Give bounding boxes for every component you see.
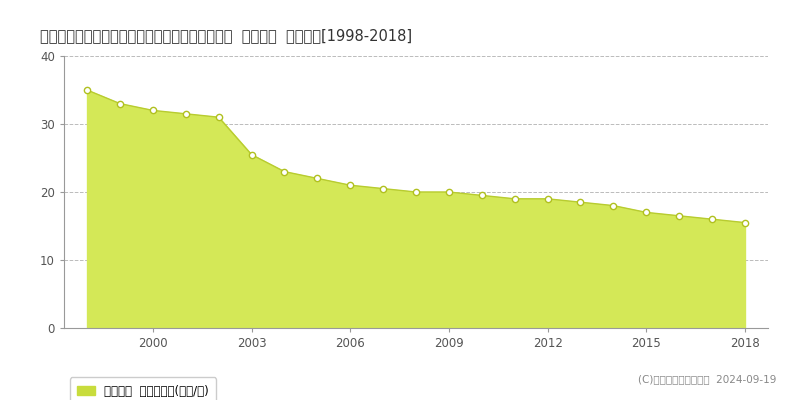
Text: (C)土地価格ドットコム  2024-09-19: (C)土地価格ドットコム 2024-09-19 — [638, 374, 776, 384]
Legend: 公示地価  平均坪単価(万円/坪): 公示地価 平均坪単価(万円/坪) — [70, 378, 216, 400]
Text: 愛知県知多郡武豊町大字東大高字北浜田１６番外  公示地価  地価推移[1998-2018]: 愛知県知多郡武豊町大字東大高字北浜田１６番外 公示地価 地価推移[1998-20… — [40, 28, 412, 43]
